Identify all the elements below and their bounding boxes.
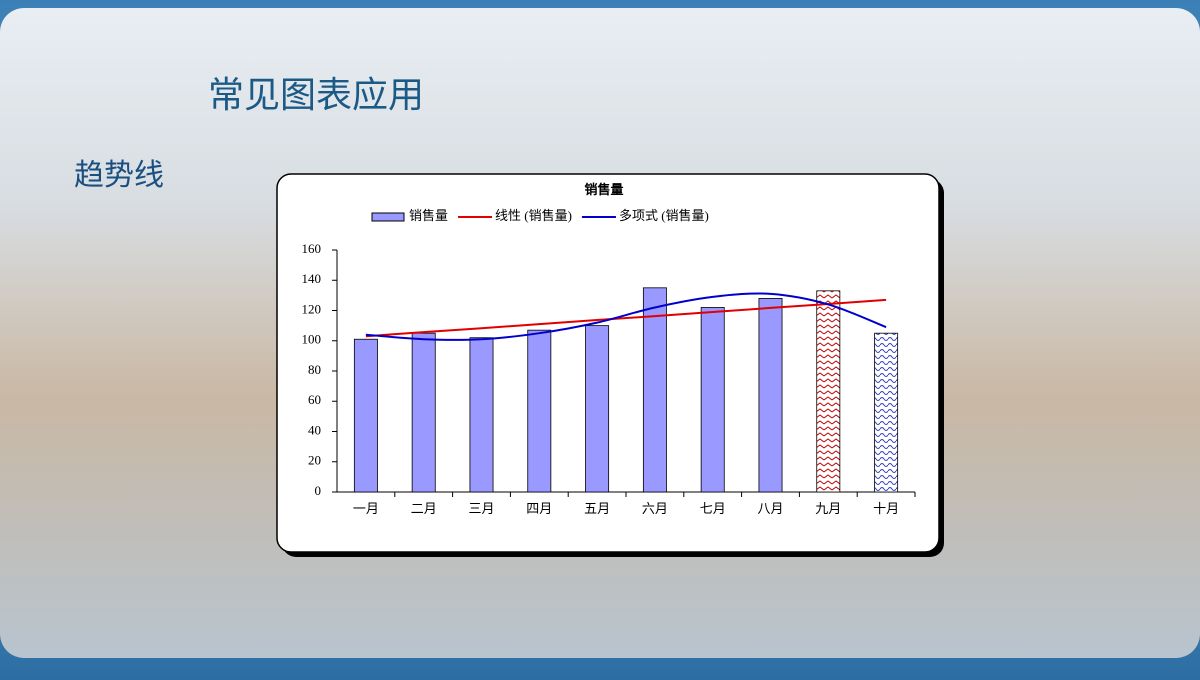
x-tick-label: 八月 bbox=[757, 501, 783, 516]
x-tick-label: 七月 bbox=[700, 501, 726, 516]
bar bbox=[874, 332, 899, 493]
legend-swatch bbox=[371, 212, 405, 222]
y-tick-label: 20 bbox=[308, 453, 321, 468]
y-tick-label: 0 bbox=[315, 483, 322, 498]
bar bbox=[411, 332, 436, 493]
bar bbox=[758, 297, 783, 493]
bar bbox=[700, 307, 725, 493]
bar bbox=[353, 338, 378, 493]
y-tick-label: 140 bbox=[302, 271, 322, 286]
y-tick-label: 40 bbox=[308, 422, 321, 437]
trend-line bbox=[365, 292, 887, 341]
x-tick-label: 五月 bbox=[584, 501, 610, 516]
legend-label: 销售量 bbox=[409, 208, 448, 223]
bar bbox=[527, 329, 552, 493]
y-tick-label: 60 bbox=[308, 392, 321, 407]
slide-subtitle: 趋势线 bbox=[74, 158, 164, 193]
slide-title: 常见图表应用 bbox=[208, 75, 425, 116]
y-tick-label: 120 bbox=[302, 301, 322, 316]
legend-label: 线性 (销售量) bbox=[495, 208, 572, 223]
x-tick-label: 六月 bbox=[642, 501, 668, 516]
bar bbox=[642, 287, 667, 493]
x-tick-label: 三月 bbox=[468, 501, 494, 516]
x-tick-label: 十月 bbox=[873, 501, 899, 516]
x-tick-label: 一月 bbox=[353, 501, 379, 516]
x-tick-label: 九月 bbox=[815, 501, 841, 516]
x-tick-label: 四月 bbox=[526, 501, 552, 516]
bar bbox=[585, 325, 610, 493]
bar bbox=[469, 337, 494, 493]
trend-line bbox=[365, 298, 887, 338]
chart-title: 销售量 bbox=[584, 182, 623, 197]
y-tick-label: 80 bbox=[308, 362, 321, 377]
y-tick-label: 160 bbox=[302, 241, 322, 256]
bar bbox=[816, 290, 841, 493]
x-tick-label: 二月 bbox=[411, 501, 437, 516]
y-tick-label: 100 bbox=[302, 332, 322, 347]
legend-label: 多项式 (销售量) bbox=[619, 208, 709, 223]
